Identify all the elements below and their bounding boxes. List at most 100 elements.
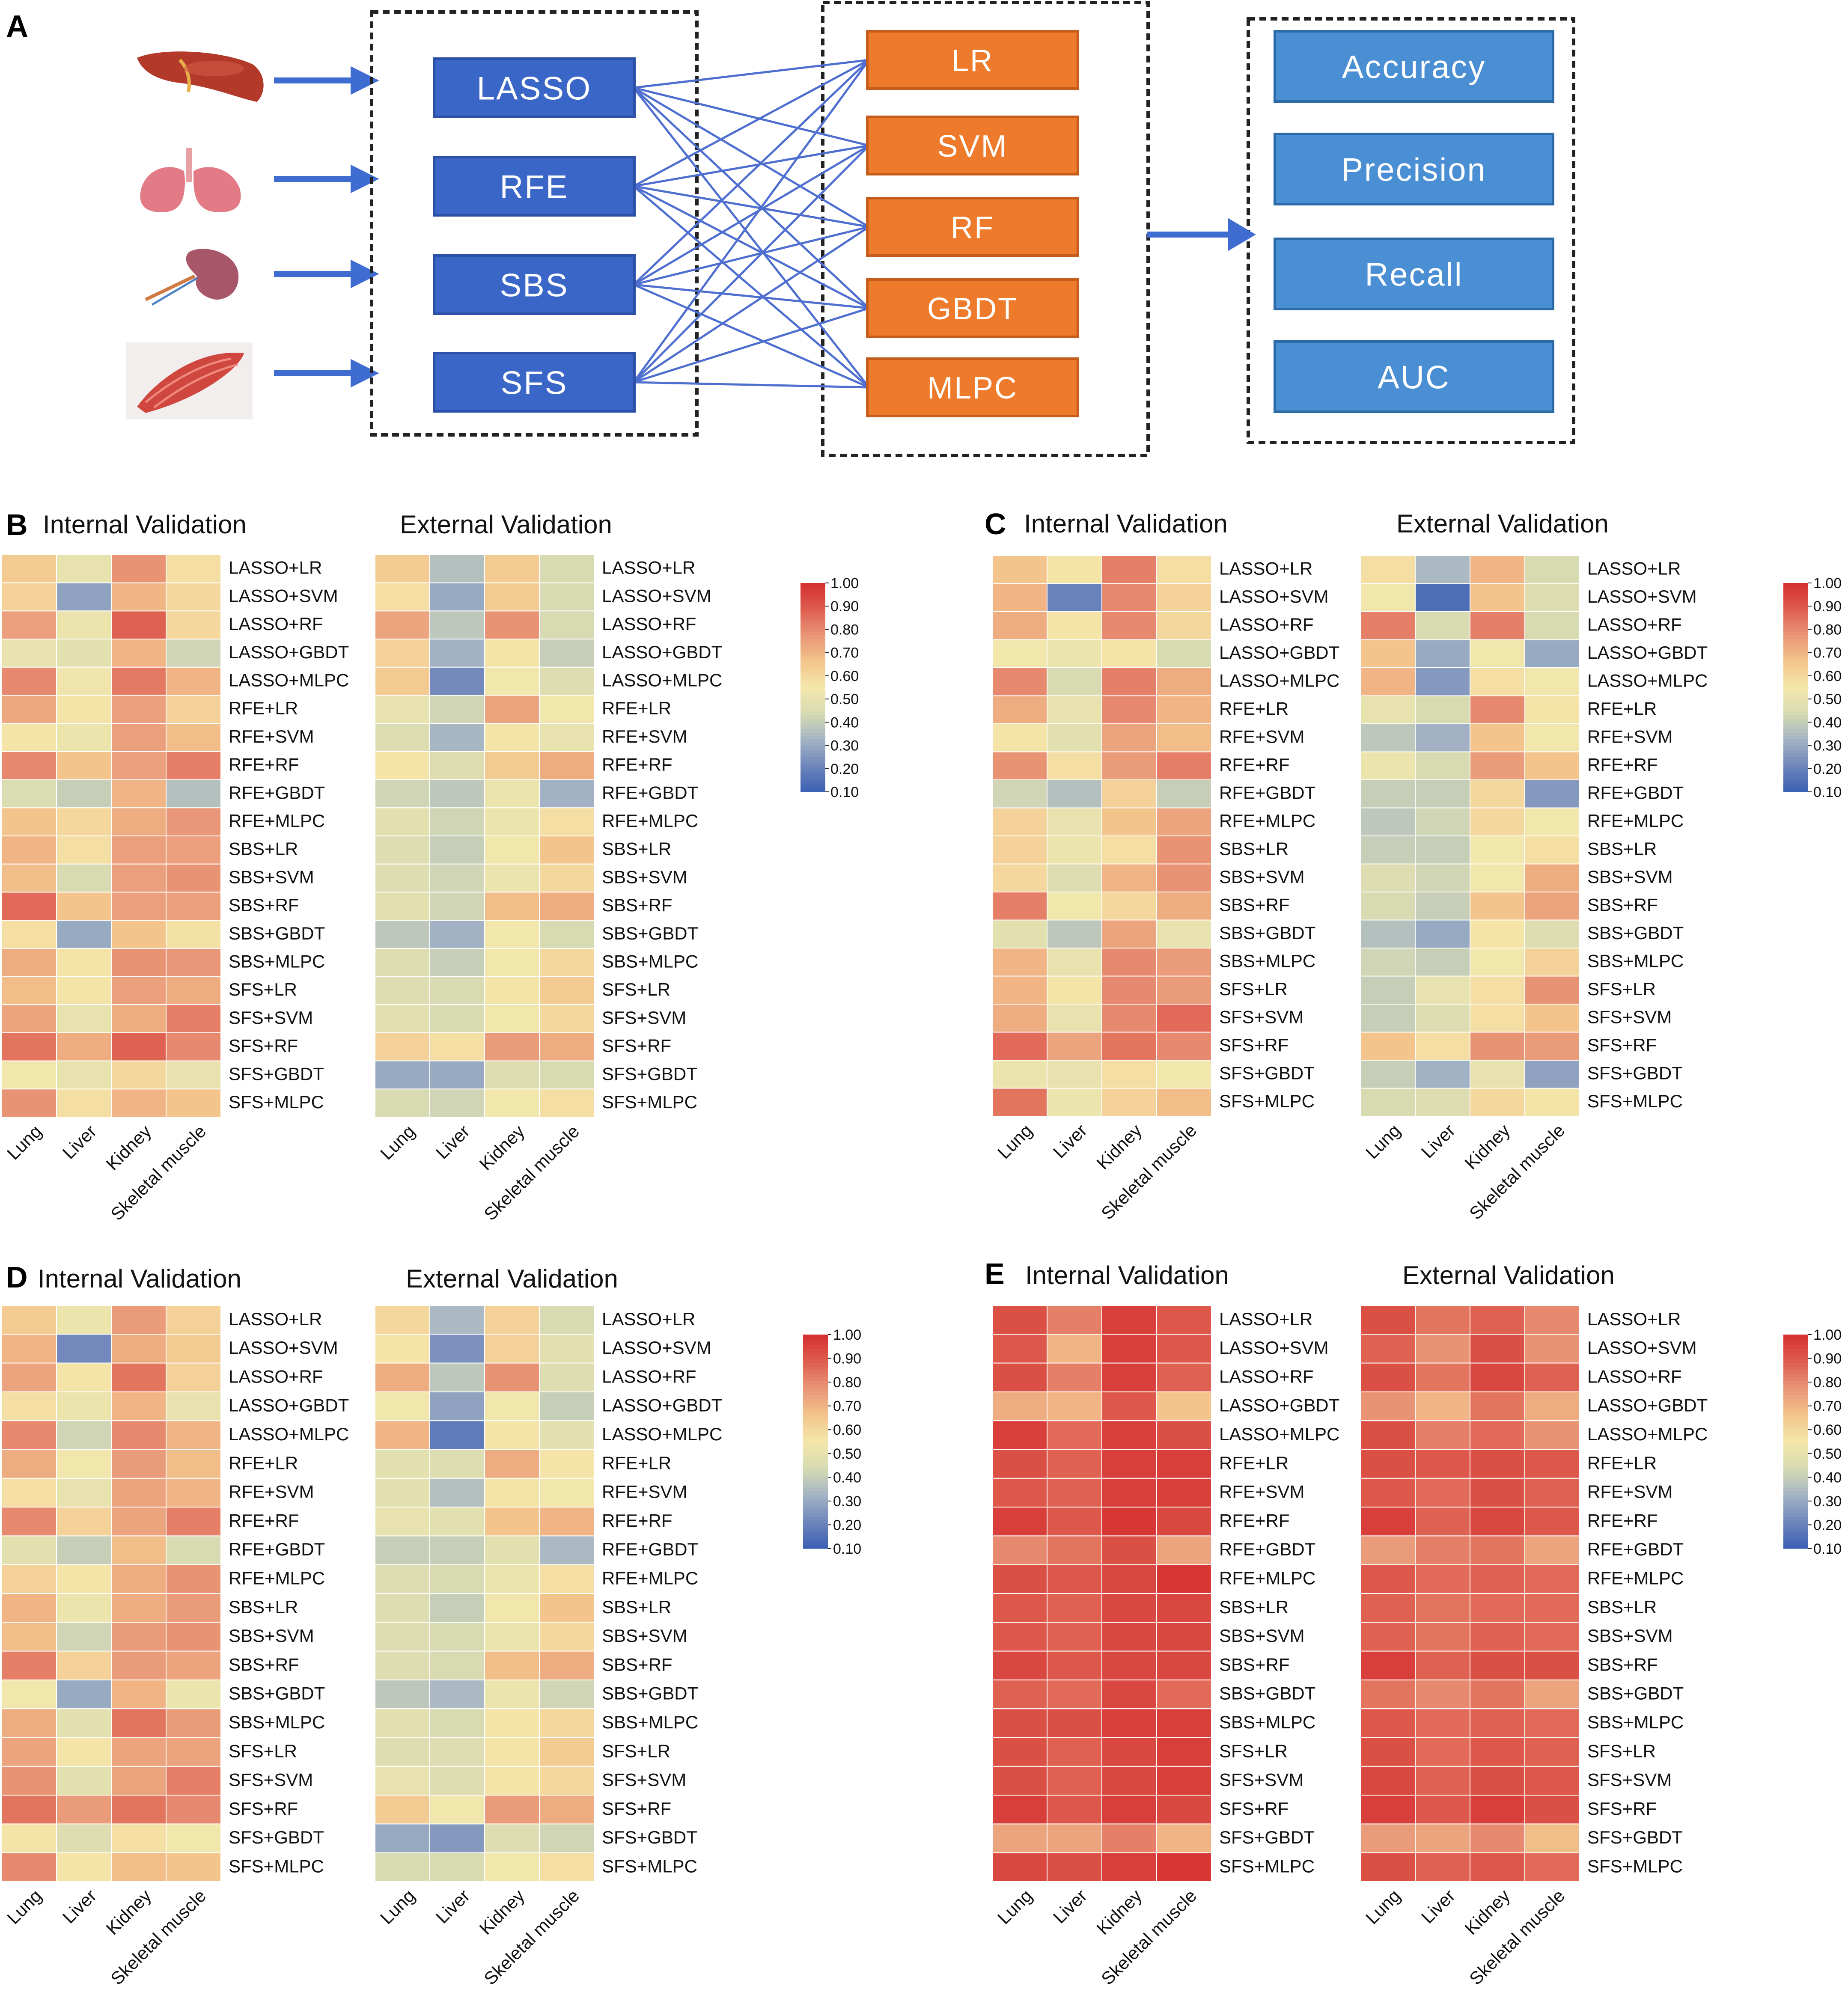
heatmap-cell-rfe-rf-lung	[375, 751, 430, 780]
row-label: LASSO+GBDT	[602, 642, 722, 662]
heatmap-cell-sbs-svm-kidney	[1101, 863, 1157, 892]
heatmap-cell-rfe-lr-kidney	[111, 695, 167, 724]
heatmap-cell-lasso-mlpc-skeletal-muscle	[1156, 1420, 1212, 1450]
row-label: LASSO+LR	[1587, 559, 1681, 579]
colorbar-segment	[801, 725, 825, 730]
row-label: RFE+SVM	[602, 726, 687, 746]
heatmap-cell-lasso-svm-kidney	[484, 1334, 540, 1364]
heatmap-cell-lasso-rf-kidney	[111, 610, 167, 640]
heatmap-cell-sbs-gbdt-lung	[992, 1679, 1047, 1710]
heatmap-cell-rfe-lr-lung	[375, 695, 430, 724]
heatmap-cell-sfs-lr-kidney	[111, 1737, 167, 1767]
heatmap-cell-lasso-mlpc-lung	[375, 666, 430, 696]
heatmap-cell-sfs-mlpc-liver	[429, 1088, 485, 1118]
heatmap-cell-lasso-gbdt-liver	[1047, 639, 1102, 668]
heatmap-cell-sbs-lr-skeletal-muscle	[1524, 835, 1580, 865]
row-label: RFE+RF	[602, 755, 673, 775]
heatmap-cell-lasso-lr-skeletal-muscle	[539, 1305, 595, 1335]
heatmap-cell-sfs-rf-liver	[429, 1032, 485, 1061]
classifier-label: SVM	[937, 129, 1008, 164]
heatmap-cell-lasso-rf-liver	[1047, 1362, 1102, 1392]
heatmap-cell-rfe-gbdt-lung	[1360, 779, 1416, 809]
row-label: LASSO+SVM	[602, 1338, 711, 1358]
heatmap-cell-sbs-rf-kidney	[1101, 1650, 1157, 1680]
colorbar-segment	[1783, 736, 1808, 740]
colorbar-segment	[803, 1484, 828, 1488]
colorbar-segment	[1783, 590, 1808, 594]
colorbar-segment	[803, 1438, 828, 1442]
row-label: SBS+GBDT	[229, 923, 325, 943]
heatmap-cell-sfs-gbdt-liver	[1047, 1060, 1102, 1089]
to-metrics-arrow	[1147, 218, 1256, 251]
colorbar-segment	[801, 611, 825, 615]
colorbar-segment	[803, 1520, 828, 1524]
colorbar-segment	[803, 1356, 828, 1360]
row-label: SBS+LR	[602, 1597, 671, 1617]
heatmap-cell-sbs-lr-liver	[1415, 835, 1470, 865]
colorbar-segment	[1783, 604, 1808, 608]
colorbar-tick-label: 0.60	[1813, 668, 1842, 684]
colorbar-segment	[1783, 1377, 1808, 1381]
heatmap-cell-rfe-mlpc-liver	[56, 1564, 112, 1594]
skeletal-muscle-icon	[126, 342, 253, 419]
colorbar-segment	[803, 1424, 828, 1428]
heatmap-cell-rfe-svm-skeletal-muscle	[1524, 1478, 1580, 1508]
heatmap-cell-sbs-rf-skeletal-muscle	[539, 1650, 595, 1680]
heatmap-cell-lasso-gbdt-liver	[1047, 1391, 1102, 1421]
heatmap-cell-sbs-gbdt-liver	[1415, 1679, 1470, 1710]
heatmap-cell-sfs-lr-kidney	[111, 976, 167, 1005]
colorbar-segment	[1783, 757, 1808, 761]
heatmap-cell-rfe-mlpc-skeletal-muscle	[539, 807, 595, 837]
heatmap-cell-rfe-gbdt-skeletal-muscle	[1156, 779, 1212, 809]
heatmap-cell-sfs-rf-kidney	[111, 1032, 167, 1061]
heatmap-cell-sbs-mlpc-liver	[429, 1708, 485, 1738]
colorbar-segment	[1783, 746, 1808, 750]
heatmap-cell-rfe-svm-kidney	[1470, 723, 1525, 752]
heatmap-cell-sfs-mlpc-skeletal-muscle	[1524, 1088, 1580, 1117]
row-label: RFE+LR	[1587, 1453, 1657, 1473]
heatmap-cell-rfe-mlpc-skeletal-muscle	[1524, 1564, 1580, 1594]
colorbar-segment	[801, 687, 825, 691]
heatmap-cell-lasso-mlpc-kidney	[484, 1420, 540, 1450]
heatmap-cell-sfs-mlpc-skeletal-muscle	[1524, 1852, 1580, 1882]
heatmap-cell-sfs-gbdt-kidney	[484, 1823, 540, 1853]
colorbar-segment	[1783, 1442, 1808, 1445]
heatmap-cell-sfs-lr-liver	[1047, 1737, 1102, 1767]
heatmap-cell-lasso-mlpc-liver	[429, 1420, 485, 1450]
colorbar-tick-label: 0.70	[1813, 1398, 1842, 1415]
heatmap-cell-rfe-rf-lung	[992, 1507, 1047, 1537]
row-label: SFS+RF	[229, 1036, 298, 1056]
colorbar-tick-label: 0.20	[830, 761, 859, 777]
heatmap-cell-lasso-rf-skeletal-muscle	[1156, 611, 1212, 640]
heatmap-cell-lasso-gbdt-skeletal-muscle	[1524, 1391, 1580, 1421]
colorbar-tick-label: 0.40	[1813, 1469, 1842, 1486]
heatmap-cell-sfs-svm-lung	[1360, 1004, 1416, 1033]
heatmap-cell-sfs-mlpc-skeletal-muscle	[539, 1852, 595, 1882]
heatmap-cell-lasso-mlpc-kidney	[484, 666, 540, 696]
heatmap-cell-sbs-rf-skeletal-muscle	[1156, 892, 1212, 921]
row-label: SFS+LR	[602, 979, 670, 999]
heatmap-cell-rfe-svm-kidney	[1101, 1478, 1157, 1508]
heatmap-cell-rfe-lr-lung	[1360, 695, 1416, 724]
row-label: LASSO+MLPC	[1219, 671, 1339, 691]
heatmap-cell-lasso-svm-skeletal-muscle	[166, 582, 221, 612]
panel-c-letter: C	[985, 507, 1006, 541]
row-label: RFE+GBDT	[229, 1539, 325, 1559]
heatmap-cell-sfs-gbdt-lung	[992, 1060, 1047, 1089]
heatmap-cell-sbs-lr-lung	[375, 1593, 430, 1623]
row-label: RFE+LR	[602, 698, 671, 718]
heatmap-cell-sbs-svm-lung	[1, 1622, 57, 1652]
colorbar-segment	[803, 1434, 828, 1439]
heatmap-cell-lasso-lr-kidney	[111, 1305, 167, 1335]
selector-sbs: SBS	[433, 254, 636, 315]
colorbar-segment	[803, 1502, 828, 1506]
heatmap-cell-rfe-mlpc-liver	[1047, 1564, 1102, 1594]
row-label: LASSO+RF	[1587, 1366, 1682, 1386]
heatmap-cell-sfs-gbdt-liver	[429, 1060, 485, 1090]
colorbar-segment	[801, 600, 825, 604]
heatmap-cell-sfs-gbdt-lung	[1360, 1823, 1416, 1853]
heatmap-cell-sbs-rf-lung	[992, 892, 1047, 921]
connection-lasso-mlpc	[633, 87, 870, 388]
heatmap-cell-rfe-svm-kidney	[111, 723, 167, 752]
heatmap-cell-sfs-mlpc-liver	[1415, 1088, 1470, 1117]
